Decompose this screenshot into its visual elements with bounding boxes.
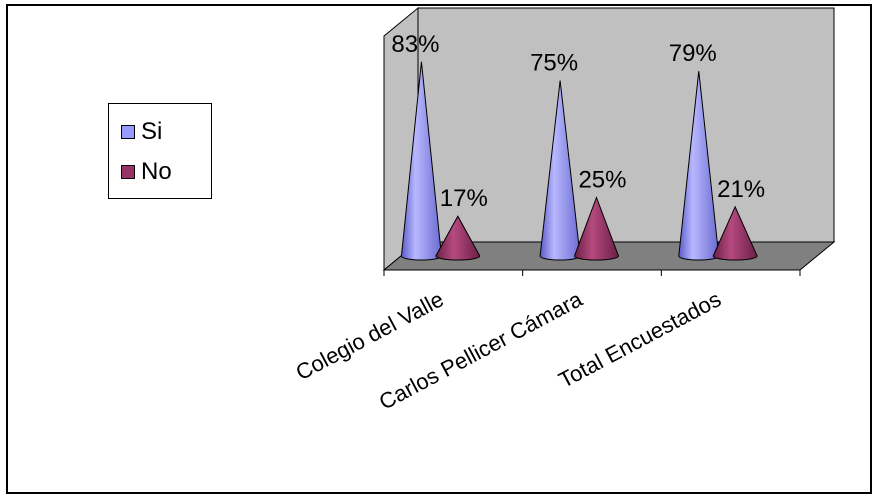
data-label-no: 17% bbox=[440, 185, 488, 212]
legend-swatch-no bbox=[121, 165, 135, 179]
data-label-si: 83% bbox=[391, 31, 439, 58]
data-label-si: 75% bbox=[530, 50, 578, 77]
legend: Si No bbox=[108, 103, 212, 199]
cone-no bbox=[712, 205, 758, 261]
data-label-no: 25% bbox=[578, 167, 626, 194]
legend-label-si: Si bbox=[141, 118, 163, 145]
legend-swatch-si bbox=[121, 125, 135, 139]
chart-marks bbox=[400, 61, 758, 261]
data-label-si: 79% bbox=[669, 40, 717, 67]
legend-item-no: No bbox=[121, 158, 172, 186]
cone-no bbox=[435, 215, 481, 261]
legend-item-si: Si bbox=[121, 118, 162, 146]
cone-no bbox=[573, 196, 619, 261]
legend-label-no: No bbox=[141, 158, 172, 185]
data-label-no: 21% bbox=[717, 176, 765, 203]
